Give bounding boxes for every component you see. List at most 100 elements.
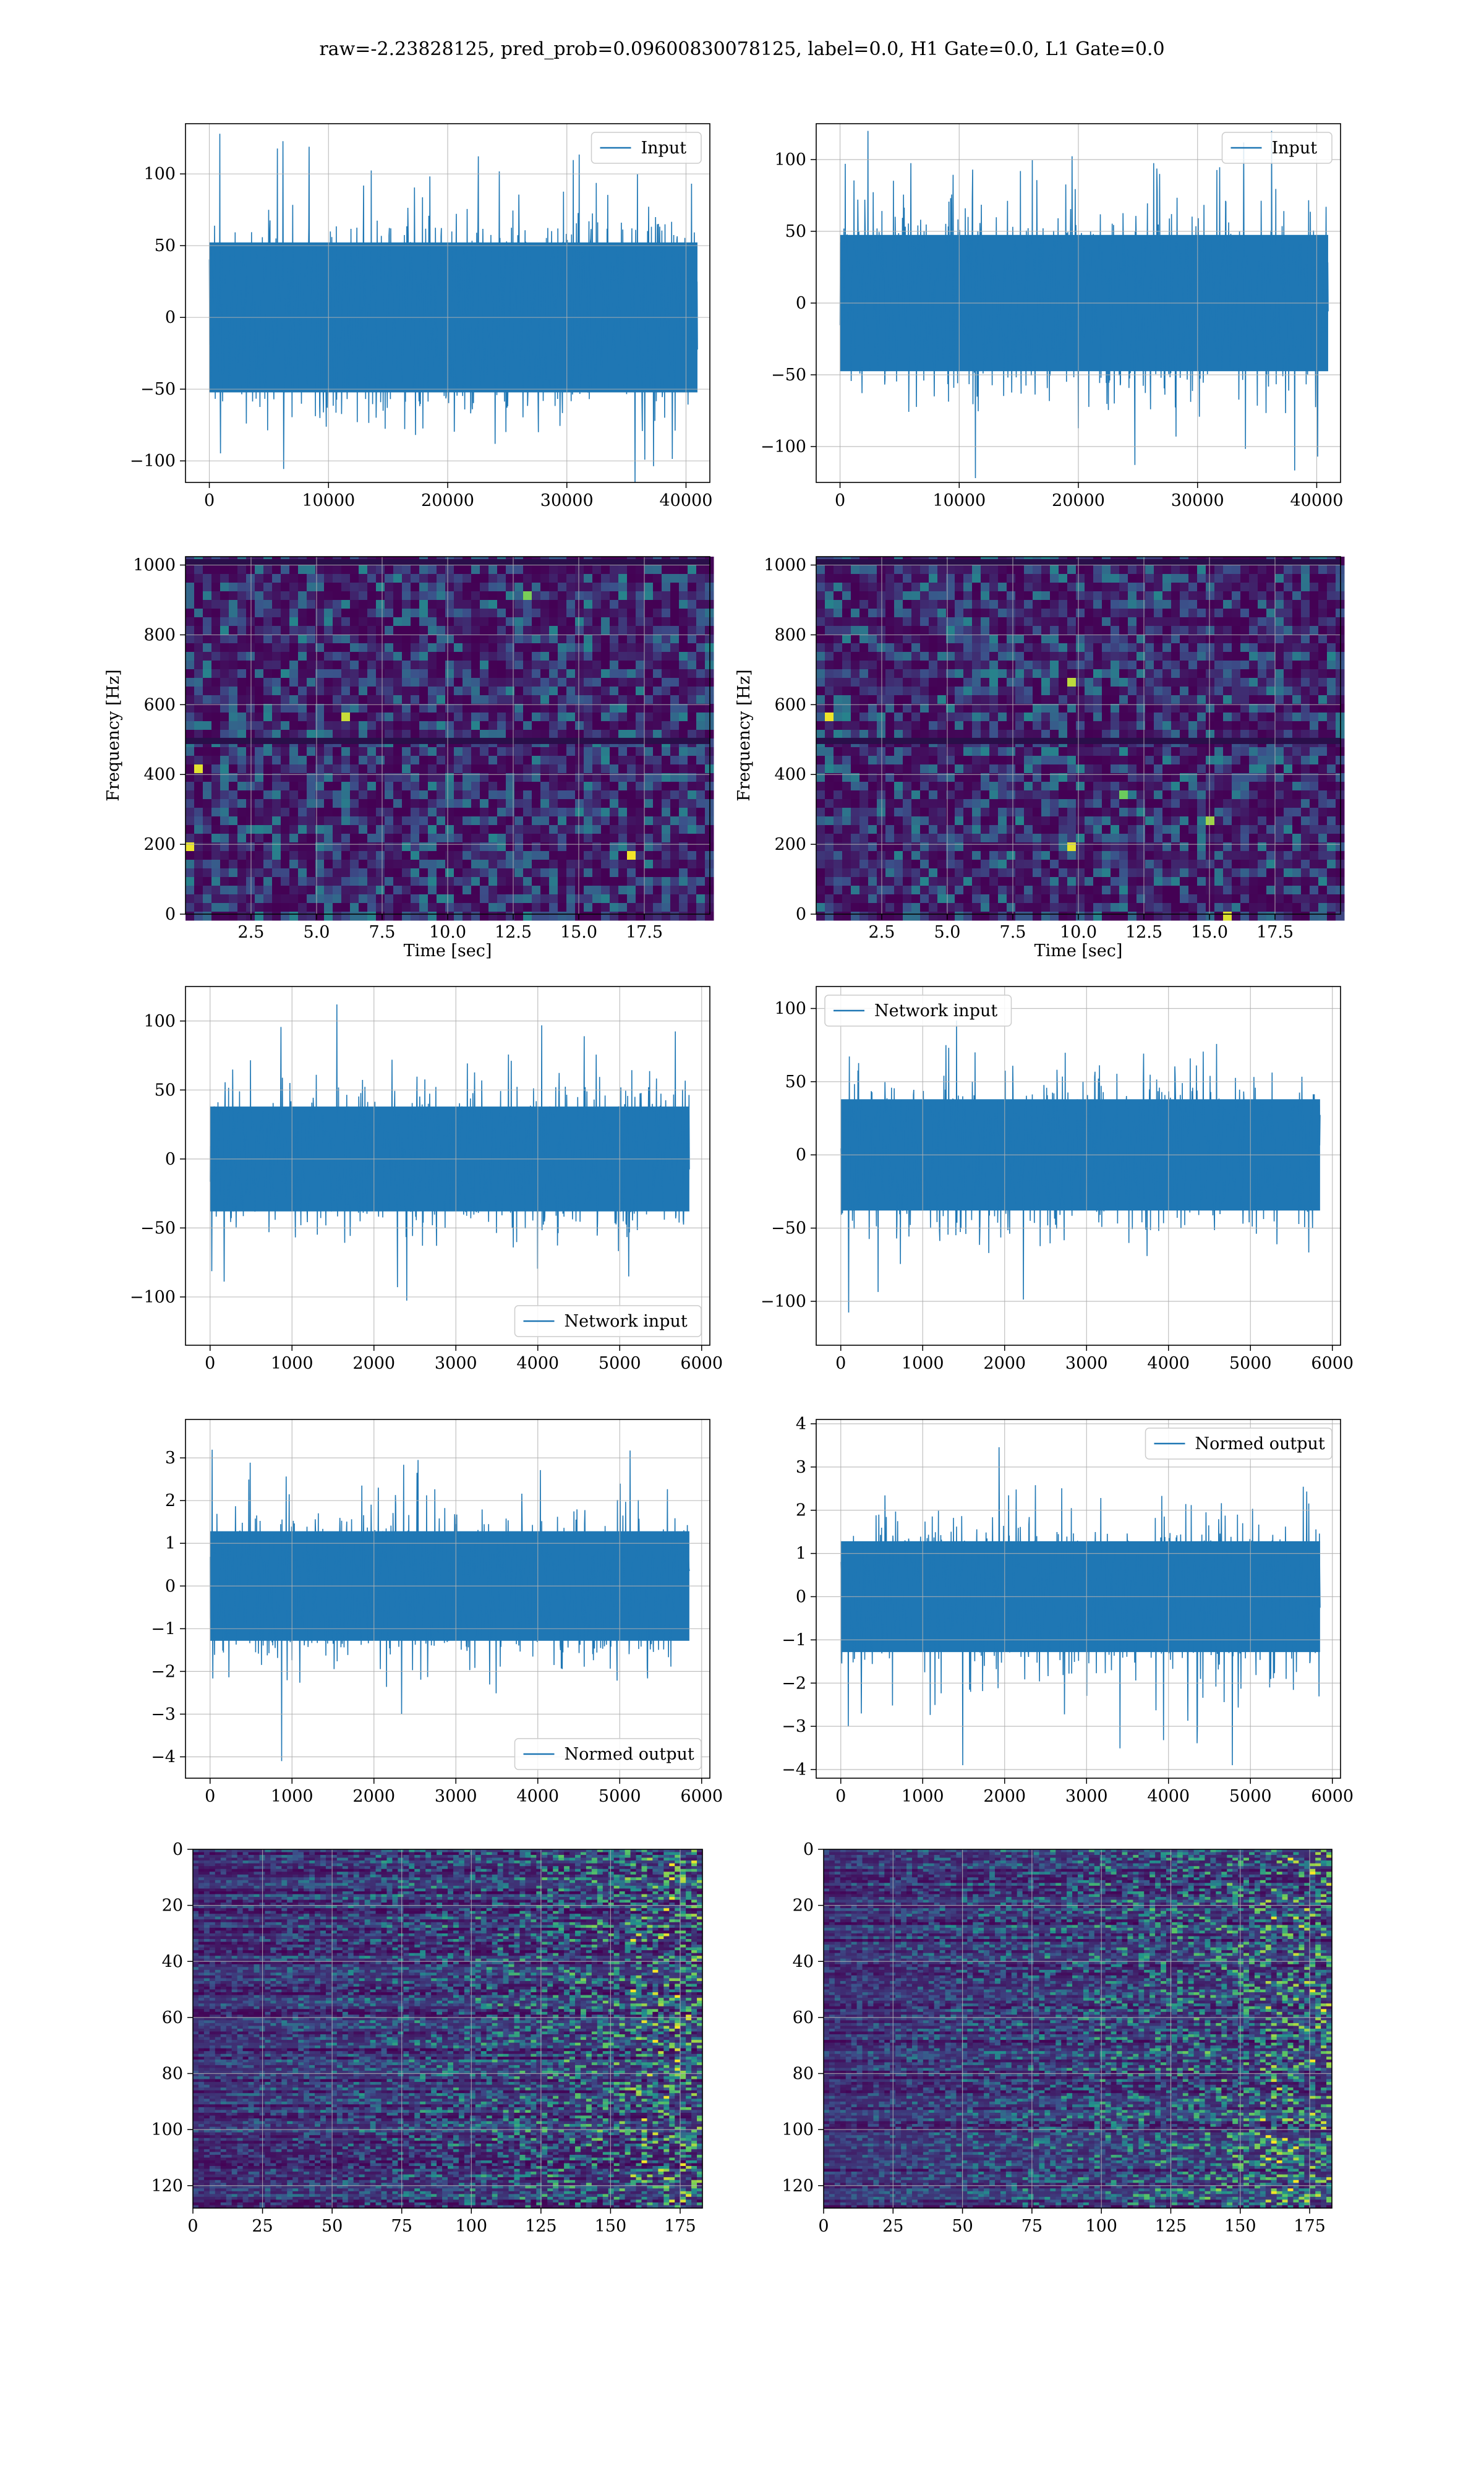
heatmap-cell: [211, 695, 221, 704]
heatmap-cell: [1223, 799, 1232, 808]
heatmap-cell: [1249, 764, 1258, 774]
heatmap-cell: [601, 764, 610, 774]
heatmap-cell: [1197, 764, 1206, 774]
heatmap-cell: [1119, 877, 1128, 886]
heatmap-cell: [1240, 591, 1250, 601]
heatmap-cell: [937, 583, 947, 592]
heatmap-cell: [263, 790, 273, 800]
heatmap-cell: [428, 583, 437, 592]
heatmap-cell: [920, 842, 929, 852]
heatmap-cell: [1180, 704, 1189, 713]
heatmap-cell: [688, 730, 697, 739]
heatmap-cell: [696, 617, 706, 627]
heatmap-cell: [1292, 574, 1302, 583]
heatmap-cell: [1171, 860, 1180, 869]
heatmap-cell: [592, 721, 602, 730]
heatmap-cell: [1180, 782, 1189, 791]
heatmap-cell: [972, 695, 981, 704]
heatmap-cell: [333, 782, 342, 791]
heatmap-cell: [480, 704, 489, 713]
heatmap-cell: [263, 626, 273, 635]
heatmap-cell: [1301, 635, 1310, 644]
heatmap-cell: [1327, 583, 1336, 592]
heatmap-cell: [842, 609, 851, 618]
heatmap-cell: [1206, 565, 1215, 575]
heatmap-cell: [246, 877, 255, 886]
heatmap-cell: [471, 912, 480, 921]
heatmap-cell: [549, 825, 558, 834]
heatmap-cell: [186, 860, 195, 869]
heatmap-cell: [385, 617, 394, 627]
heatmap-cell: [662, 617, 671, 627]
heatmap-cell: [670, 782, 680, 791]
heatmap-cell: [211, 626, 221, 635]
heatmap-cell: [341, 583, 351, 592]
heatmap-cell: [350, 799, 359, 808]
heatmap-cell: [402, 652, 411, 661]
heatmap-cell: [842, 764, 851, 774]
heatmap-cell: [445, 635, 454, 644]
heatmap-cell: [688, 643, 697, 653]
heatmap-cell: [981, 834, 990, 843]
heatmap-cell: [488, 713, 498, 722]
heatmap-cell: [696, 894, 706, 904]
heatmap-cell: [1128, 747, 1137, 756]
heatmap-cell: [998, 851, 1007, 860]
heatmap-cell: [246, 669, 255, 678]
heatmap-cell: [920, 704, 929, 713]
heatmap-cell: [324, 894, 333, 904]
heatmap-cell: [1275, 600, 1284, 609]
heatmap-cell: [670, 808, 680, 817]
heatmap-cell: [859, 643, 869, 653]
heatmap-cell: [636, 886, 645, 895]
heatmap-cell: [1206, 721, 1215, 730]
heatmap-cell: [281, 574, 290, 583]
heatmap-cell: [186, 652, 195, 661]
heatmap-cell: [471, 851, 480, 860]
heatmap-cell: [627, 877, 636, 886]
heatmap-cell: [376, 635, 385, 644]
heatmap-cell: [1059, 808, 1068, 817]
heatmap-cell: [1076, 678, 1085, 687]
heatmap-cell: [1085, 860, 1094, 869]
heatmap-cell: [662, 790, 671, 800]
heatmap-cell: [1171, 626, 1180, 635]
heatmap-cell: [359, 834, 368, 843]
heatmap-cell: [834, 764, 843, 774]
heatmap-cell: [662, 816, 671, 826]
heatmap-cell: [1024, 695, 1033, 704]
heatmap-cell: [194, 877, 203, 886]
heatmap-cell: [549, 609, 558, 618]
heatmap-cell: [592, 886, 602, 895]
heatmap-cell: [497, 808, 506, 817]
heatmap-cell: [1007, 626, 1016, 635]
heatmap-cell: [1111, 643, 1120, 653]
heatmap-cell: [842, 600, 851, 609]
heatmap-cell: [272, 877, 281, 886]
heatmap-cell: [1093, 782, 1102, 791]
heatmap-cell: [1171, 617, 1180, 627]
heatmap-cell: [1128, 868, 1137, 878]
heatmap-cell: [903, 687, 912, 696]
heatmap-cell: [1284, 643, 1293, 653]
heatmap-cell: [1180, 583, 1189, 592]
heatmap-cell: [281, 626, 290, 635]
heatmap-cell: [1310, 652, 1319, 661]
heatmap-cell: [1275, 842, 1284, 852]
heatmap-cell: [1266, 635, 1276, 644]
heatmap-cell: [558, 661, 567, 670]
heatmap-cell: [1154, 860, 1163, 869]
heatmap-cell: [1085, 591, 1094, 601]
heatmap-cell: [307, 842, 316, 852]
heatmap-cell: [662, 747, 671, 756]
heatmap-cell: [688, 903, 697, 912]
heatmap-cell: [411, 842, 420, 852]
heatmap-cell: [679, 695, 688, 704]
heatmap-cell: [255, 730, 264, 739]
heatmap-cell: [454, 764, 463, 774]
heatmap-cell: [566, 851, 576, 860]
heatmap-cell: [937, 678, 947, 687]
heatmap-cell: [186, 790, 195, 800]
heatmap-cell: [679, 799, 688, 808]
heatmap-cell: [1258, 721, 1267, 730]
